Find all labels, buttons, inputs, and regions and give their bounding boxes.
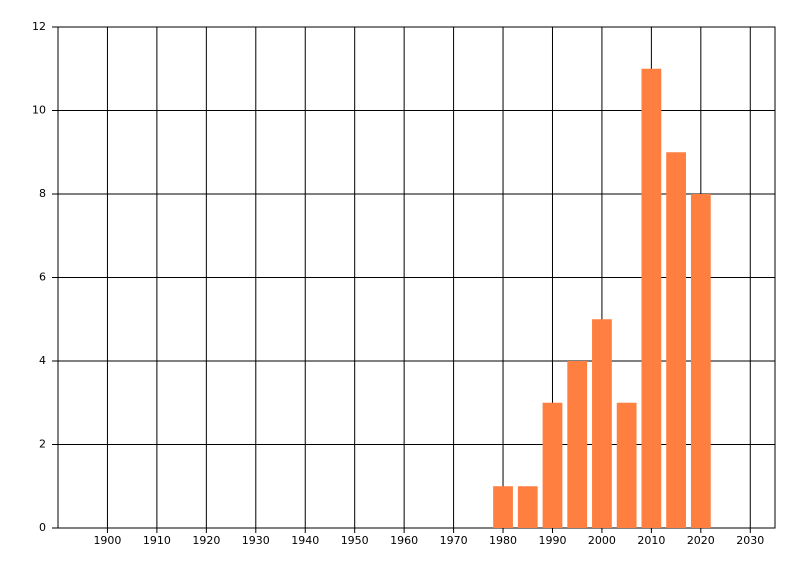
bar	[690, 194, 711, 528]
x-tick-label: 1990	[538, 534, 566, 547]
x-tick-label: 2010	[637, 534, 665, 547]
x-tick-label: 1900	[93, 534, 121, 547]
x-tick-label: 1910	[143, 534, 171, 547]
y-tick-label: 0	[39, 521, 46, 534]
x-tick-label: 1940	[291, 534, 319, 547]
y-tick-label: 12	[32, 20, 46, 33]
bar	[592, 319, 612, 528]
x-tick-label: 1920	[192, 534, 220, 547]
x-tick-label: 2020	[687, 534, 715, 547]
x-tick-label: 1970	[440, 534, 468, 547]
bar	[666, 152, 686, 528]
y-tick-label: 10	[32, 104, 46, 117]
y-tick-label: 4	[39, 354, 46, 367]
x-tick-label: 1960	[390, 534, 418, 547]
x-tick-label: 1950	[341, 534, 369, 547]
x-tick-label: 1980	[489, 534, 517, 547]
y-tick-label: 2	[39, 438, 46, 451]
y-tick-label: 8	[39, 187, 46, 200]
bar	[517, 486, 538, 528]
bar	[493, 486, 513, 528]
x-tick-label: 1930	[242, 534, 270, 547]
bar	[641, 68, 662, 528]
y-tick-label: 6	[39, 271, 46, 284]
x-tick-label: 2030	[736, 534, 764, 547]
bar	[616, 402, 637, 528]
bar	[542, 402, 563, 528]
x-tick-label: 2000	[588, 534, 616, 547]
bar	[567, 361, 588, 528]
